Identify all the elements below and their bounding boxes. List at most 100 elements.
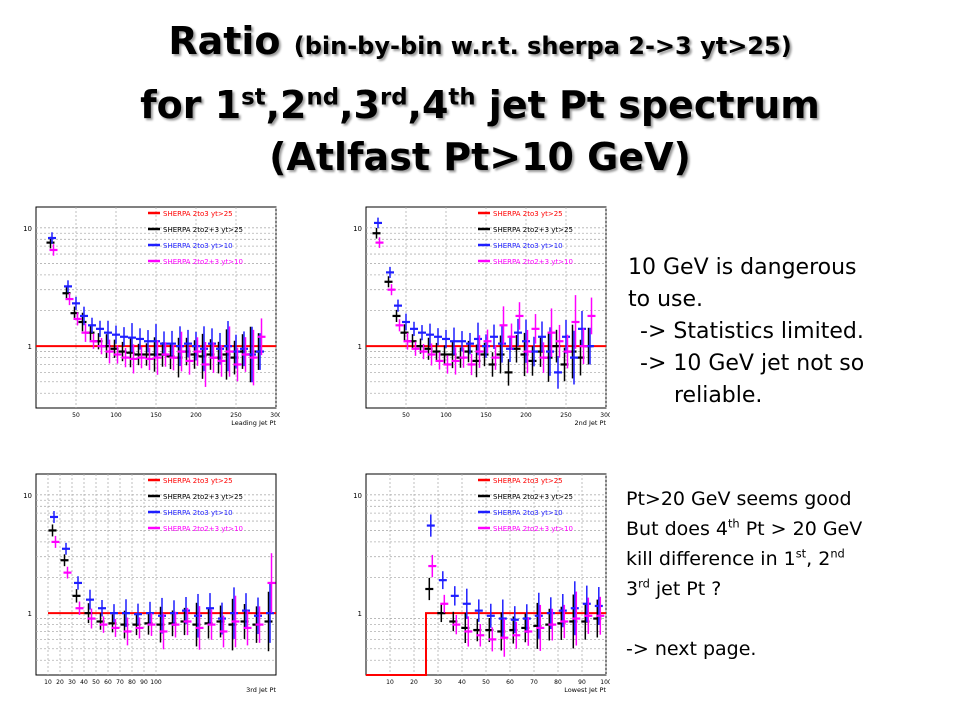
data-point: [392, 309, 401, 322]
data-point: [49, 244, 58, 256]
x-tick-label: 30: [68, 679, 76, 686]
y-tick-label: 1: [358, 343, 362, 351]
y-tick-label: 1: [358, 610, 362, 618]
title-l2-s2: nd: [306, 84, 340, 111]
data-point: [147, 613, 156, 636]
data-point: [578, 310, 586, 347]
data-point: [99, 616, 108, 633]
data-point: [209, 342, 218, 373]
series-line: [366, 612, 606, 676]
data-point: [400, 324, 409, 342]
data-point: [51, 535, 60, 548]
data-point: [584, 597, 593, 634]
legend-entry: SHERPA 2to3 yt>25: [163, 210, 233, 218]
data-point: [458, 331, 466, 352]
x-tick-label: 200: [520, 412, 532, 419]
data-point: [579, 328, 588, 364]
data-point: [486, 603, 495, 628]
data-point: [428, 554, 437, 578]
slide-title-line1: Ratio (bin-by-bin w.r.t. sherpa 2->3 yt>…: [0, 18, 960, 69]
data-point: [546, 327, 554, 376]
data-point: [434, 328, 442, 346]
data-point: [81, 323, 90, 342]
legend-entry: SHERPA 2to2+3 yt>25: [493, 226, 573, 234]
note2-l4s: rd: [638, 576, 650, 591]
slide-title-line3: (Atlfast Pt>10 GeV): [269, 135, 691, 179]
data-point: [161, 342, 170, 367]
title-l2-d: ,4: [407, 83, 449, 127]
data-point: [403, 332, 412, 350]
x-tick-label: 50: [402, 412, 410, 419]
data-point: [184, 329, 192, 358]
data-point: [128, 323, 136, 353]
x-tick-label: 100: [110, 412, 122, 419]
note1-line2: to use.: [628, 287, 704, 312]
legend-entry: SHERPA 2to3 yt>10: [493, 509, 563, 517]
data-point: [459, 347, 468, 368]
data-point: [418, 325, 426, 341]
data-point: [170, 600, 178, 626]
data-point: [440, 345, 449, 364]
data-point: [171, 611, 180, 638]
note2-l2b: Pt > 20 GeV: [739, 518, 863, 540]
x-axis-label: Lowest Jet Pt: [564, 686, 606, 694]
legend-entry: SHERPA 2to3 yt>10: [163, 242, 233, 250]
x-tick-label: 200: [190, 412, 202, 419]
note2-line1: Pt>20 GeV seems good: [626, 488, 852, 510]
data-point: [515, 302, 524, 330]
data-point: [160, 331, 168, 356]
note2-line4: 3rd jet Pt ?: [626, 574, 862, 604]
legend-entry: SHERPA 2to2+3 yt>10: [163, 525, 243, 533]
data-point: [183, 607, 192, 636]
legend-entry: SHERPA 2to2+3 yt>10: [493, 258, 573, 266]
data-point: [587, 297, 596, 335]
data-point: [507, 323, 516, 351]
data-point: [386, 266, 394, 278]
note1-line4: -> 10 GeV jet not so: [640, 351, 865, 376]
y-tick-label: 10: [23, 492, 32, 500]
note2-l3b: , 2: [806, 548, 831, 570]
note2-spacer: [626, 604, 862, 634]
data-point: [426, 323, 434, 346]
data-point: [113, 345, 122, 364]
x-tick-label: 250: [230, 412, 242, 419]
data-point: [442, 329, 450, 349]
data-point: [240, 331, 248, 367]
y-tick-label: 10: [353, 225, 362, 233]
legend-entry: SHERPA 2to3 yt>10: [493, 242, 563, 250]
data-point: [120, 327, 128, 347]
data-point: [438, 571, 447, 590]
data-point: [64, 280, 72, 293]
note2-line2: But does 4th Pt > 20 GeV: [626, 514, 862, 544]
data-point: [570, 581, 579, 636]
data-point: [437, 604, 446, 623]
y-tick-label: 1: [28, 343, 32, 351]
data-point: [129, 344, 138, 374]
data-point: [467, 353, 476, 376]
x-tick-label: 80: [554, 679, 562, 686]
data-point: [135, 617, 144, 639]
data-point: [483, 329, 492, 353]
x-tick-label: 90: [578, 679, 586, 686]
data-point: [491, 345, 500, 370]
y-tick-label: 1: [28, 610, 32, 618]
data-point: [522, 604, 531, 633]
data-point: [192, 331, 200, 361]
data-point: [523, 329, 532, 374]
x-tick-label: 20: [56, 679, 64, 686]
data-point: [450, 586, 459, 606]
data-point: [498, 324, 506, 363]
data-point: [104, 320, 112, 345]
data-point: [562, 319, 570, 354]
data-point: [387, 284, 396, 296]
y-tick-label: 10: [23, 225, 32, 233]
data-point: [411, 341, 420, 356]
x-tick-label: 50: [72, 412, 80, 419]
data-point: [123, 617, 132, 646]
title-l2-s1: st: [241, 84, 266, 111]
data-point: [89, 333, 98, 349]
data-point: [136, 328, 144, 350]
data-point: [384, 276, 393, 288]
data-point: [490, 324, 498, 349]
data-point: [570, 330, 578, 385]
